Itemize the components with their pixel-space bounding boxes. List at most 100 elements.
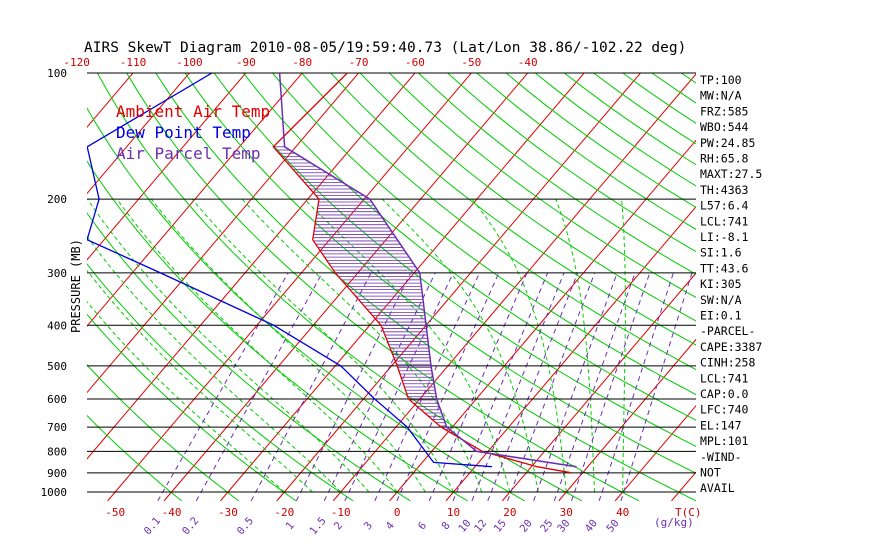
legend-entry: Ambient Air Temp bbox=[116, 102, 270, 121]
mixing-ratio-line bbox=[396, 272, 500, 502]
mixing-ratio-line bbox=[507, 272, 596, 502]
top-temp-tick-label: -100 bbox=[176, 56, 203, 69]
legend-entry: Dew Point Temp bbox=[116, 123, 251, 142]
y-axis-label: PRESSURE (MB) bbox=[69, 239, 83, 333]
top-temp-tick-label: -80 bbox=[292, 56, 312, 69]
legend-entry: Air Parcel Temp bbox=[116, 144, 261, 163]
sounding-index: PW:24.85 bbox=[700, 136, 755, 150]
mixing-ratio-tick-label: 2 bbox=[332, 520, 345, 533]
mixing-ratio-tick-label: 50 bbox=[604, 517, 621, 534]
sounding-index: LCL:741 bbox=[700, 371, 749, 385]
isotherm bbox=[87, 73, 303, 327]
isotherm bbox=[87, 73, 247, 261]
top-temp-tick-label: -60 bbox=[405, 56, 425, 69]
isotherm bbox=[445, 205, 696, 502]
mixing-ratio-line bbox=[374, 272, 480, 502]
mixing-ratio-tick-label: 6 bbox=[416, 520, 429, 533]
sounding-index: SW:N/A bbox=[700, 293, 742, 307]
mixing-ratio-tick-label: 1.5 bbox=[307, 515, 328, 537]
chart-title: AIRS SkewT Diagram 2010-08-05/19:59:40.7… bbox=[84, 40, 686, 56]
mixing-ratio-unit: (g/kg) bbox=[654, 516, 694, 529]
dry-adiabat bbox=[505, 73, 696, 209]
bottom-temp-tick-label: 10 bbox=[447, 506, 460, 519]
dry-adiabat bbox=[87, 212, 411, 502]
bottom-temp-tick-label: -20 bbox=[274, 506, 294, 519]
top-temp-tick-label: -120 bbox=[63, 56, 90, 69]
mixing-ratio-tick-label: 40 bbox=[583, 517, 600, 534]
sounding-index: -WIND- bbox=[700, 450, 742, 464]
dry-adiabat bbox=[242, 73, 696, 421]
pressure-tick-label: 100 bbox=[47, 67, 67, 80]
bottom-temp-tick-label: 30 bbox=[560, 506, 573, 519]
dry-adiabat bbox=[680, 73, 696, 84]
bottom-temp-tick-label: 20 bbox=[503, 506, 516, 519]
isotherm bbox=[332, 73, 696, 502]
dry-adiabat bbox=[96, 73, 583, 502]
moist-adiabat bbox=[87, 269, 313, 493]
mixing-ratio-tick-label: 3 bbox=[362, 520, 375, 533]
sounding-index: SI:1.6 bbox=[700, 246, 742, 260]
sounding-index: LFC:740 bbox=[700, 403, 749, 417]
dry-adiabat bbox=[301, 73, 696, 371]
sounding-index: KI:305 bbox=[700, 277, 742, 291]
sounding-index: MPL:101 bbox=[700, 434, 749, 448]
mixing-ratio-line bbox=[471, 272, 565, 502]
mixing-ratio-line bbox=[598, 272, 674, 502]
dry-adiabat bbox=[87, 313, 297, 502]
sounding-index: TP:100 bbox=[700, 73, 742, 87]
sounding-index: L57:6.4 bbox=[700, 199, 749, 213]
sounding-index: CINH:258 bbox=[700, 356, 755, 370]
dry-adiabat bbox=[359, 73, 696, 322]
sounding-index: LCL:741 bbox=[700, 214, 749, 228]
sounding-index: FRZ:585 bbox=[700, 104, 748, 118]
sounding-index: WBO:544 bbox=[700, 120, 749, 134]
mixing-ratio-tick-label: 0.2 bbox=[180, 515, 201, 537]
sounding-index: CAP:0.0 bbox=[700, 387, 749, 401]
sounding-index: EI:0.1 bbox=[700, 309, 742, 323]
pressure-tick-label: 200 bbox=[47, 193, 67, 206]
sounding-index: -PARCEL- bbox=[700, 324, 755, 338]
moist-adiabat bbox=[241, 198, 483, 493]
mixing-ratio-line bbox=[295, 272, 412, 502]
sounding-index: LI:-8.1 bbox=[700, 230, 749, 244]
pressure-tick-label: 800 bbox=[47, 445, 67, 458]
sounding-index: NOT bbox=[700, 466, 721, 480]
mixing-ratio-tick-label: 25 bbox=[538, 517, 555, 534]
bottom-temp-tick-label: -30 bbox=[218, 506, 238, 519]
mixing-ratio-line bbox=[157, 272, 289, 502]
mixing-ratio-tick-label: 12 bbox=[472, 517, 489, 534]
pressure-tick-label: 1000 bbox=[41, 486, 68, 499]
pressure-tick-label: 900 bbox=[47, 467, 67, 480]
mixing-ratio-line bbox=[250, 272, 372, 502]
dry-adiabat bbox=[87, 160, 468, 502]
top-temp-tick-label: -90 bbox=[236, 56, 256, 69]
top-temp-tick-label: -70 bbox=[349, 56, 369, 69]
mixing-ratio-tick-label: 30 bbox=[555, 517, 572, 534]
mixing-ratio-tick-label: 4 bbox=[384, 520, 397, 533]
bottom-temp-tick-label: -40 bbox=[162, 506, 182, 519]
sounding-index: MAXT:27.5 bbox=[700, 167, 762, 181]
dry-adiabat bbox=[155, 73, 696, 502]
isotherm bbox=[501, 272, 696, 502]
pressure-tick-label: 400 bbox=[47, 319, 67, 332]
top-temp-tick-label: -40 bbox=[518, 56, 538, 69]
sounding-index: CAPE:3387 bbox=[700, 340, 762, 354]
dry-adiabat bbox=[330, 73, 696, 346]
mixing-ratio-line bbox=[571, 272, 651, 502]
air-parcel-temp-line bbox=[278, 73, 577, 468]
bottom-temp-tick-label: 0 bbox=[394, 506, 401, 519]
sounding-index: MW:N/A bbox=[700, 89, 742, 103]
dry-adiabat bbox=[87, 364, 240, 502]
mixing-ratio-tick-label: 1 bbox=[284, 520, 297, 533]
moist-adiabat bbox=[87, 235, 342, 493]
isotherm bbox=[87, 73, 416, 460]
mixing-ratio-line bbox=[452, 272, 549, 502]
mixing-ratio-line bbox=[487, 272, 579, 502]
dry-adiabat bbox=[87, 414, 183, 502]
pressure-tick-label: 700 bbox=[47, 421, 67, 434]
dry-adiabat bbox=[417, 73, 696, 275]
x-axis-label: T(C) bbox=[675, 506, 702, 519]
bottom-temp-tick-label: -10 bbox=[331, 506, 351, 519]
isotherm bbox=[163, 73, 529, 502]
